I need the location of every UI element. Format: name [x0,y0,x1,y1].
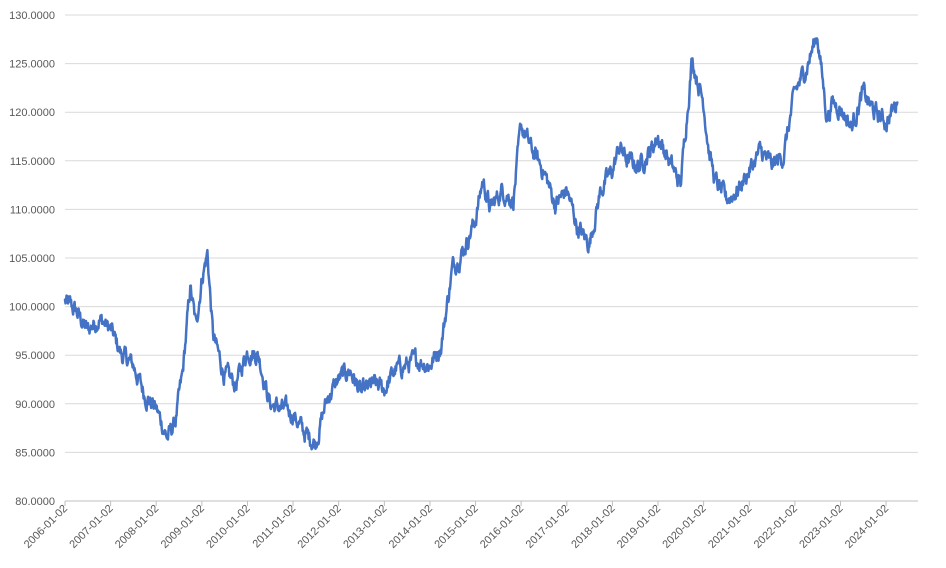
x-tick-label: 2009-01-02 [159,503,207,551]
y-tick-label: 110.0000 [10,204,55,216]
y-tick-label: 105.0000 [9,253,55,265]
y-tick-label: 80.0000 [15,496,55,508]
x-tick-label: 2019-01-02 [615,503,663,551]
x-axis-tick-labels: 2006-01-022007-01-022008-01-022009-01-02… [22,501,891,551]
x-tick-label: 2012-01-02 [295,503,343,551]
x-tick-label: 2018-01-02 [569,503,617,551]
gridlines [65,14,918,453]
x-tick-label: 2015-01-02 [432,503,480,551]
x-tick-label: 2023-01-02 [797,503,845,551]
series-line [63,37,899,451]
x-tick-label: 2021-01-02 [706,503,754,551]
x-tick-label: 2020-01-02 [660,503,708,551]
y-axis-tick-labels: 80.0000 85.0000 90.0000 95.0000 100.0000 105.… [9,10,55,508]
x-tick-label: 2013-01-02 [341,503,389,551]
x-tick-label: 2006-01-02 [22,503,70,551]
y-tick-label: 125.0000 [9,59,55,71]
y-tick-label: 120.0000 [9,107,55,119]
x-tick-label: 2017-01-02 [524,503,572,551]
y-tick-label: 130.0000 [9,10,55,22]
x-tick-label: 2022-01-02 [752,503,800,551]
x-tick-label: 2008-01-02 [113,503,161,551]
x-tick-label: 2014-01-02 [387,503,435,551]
y-tick-label: 95.0000 [15,350,55,362]
y-tick-label: 90.0000 [15,399,55,411]
x-tick-label: 2007-01-02 [67,503,115,551]
x-tick-label: 2010-01-02 [204,503,252,551]
y-tick-label: 115.0000 [10,156,55,168]
y-tick-label: 100.0000 [9,302,55,314]
y-tick-label: 85.0000 [15,447,55,459]
x-tick-label: 2016-01-02 [478,503,526,551]
x-tick-label: 2011-01-02 [250,503,298,551]
x-tick-label: 2024-01-02 [843,503,891,551]
